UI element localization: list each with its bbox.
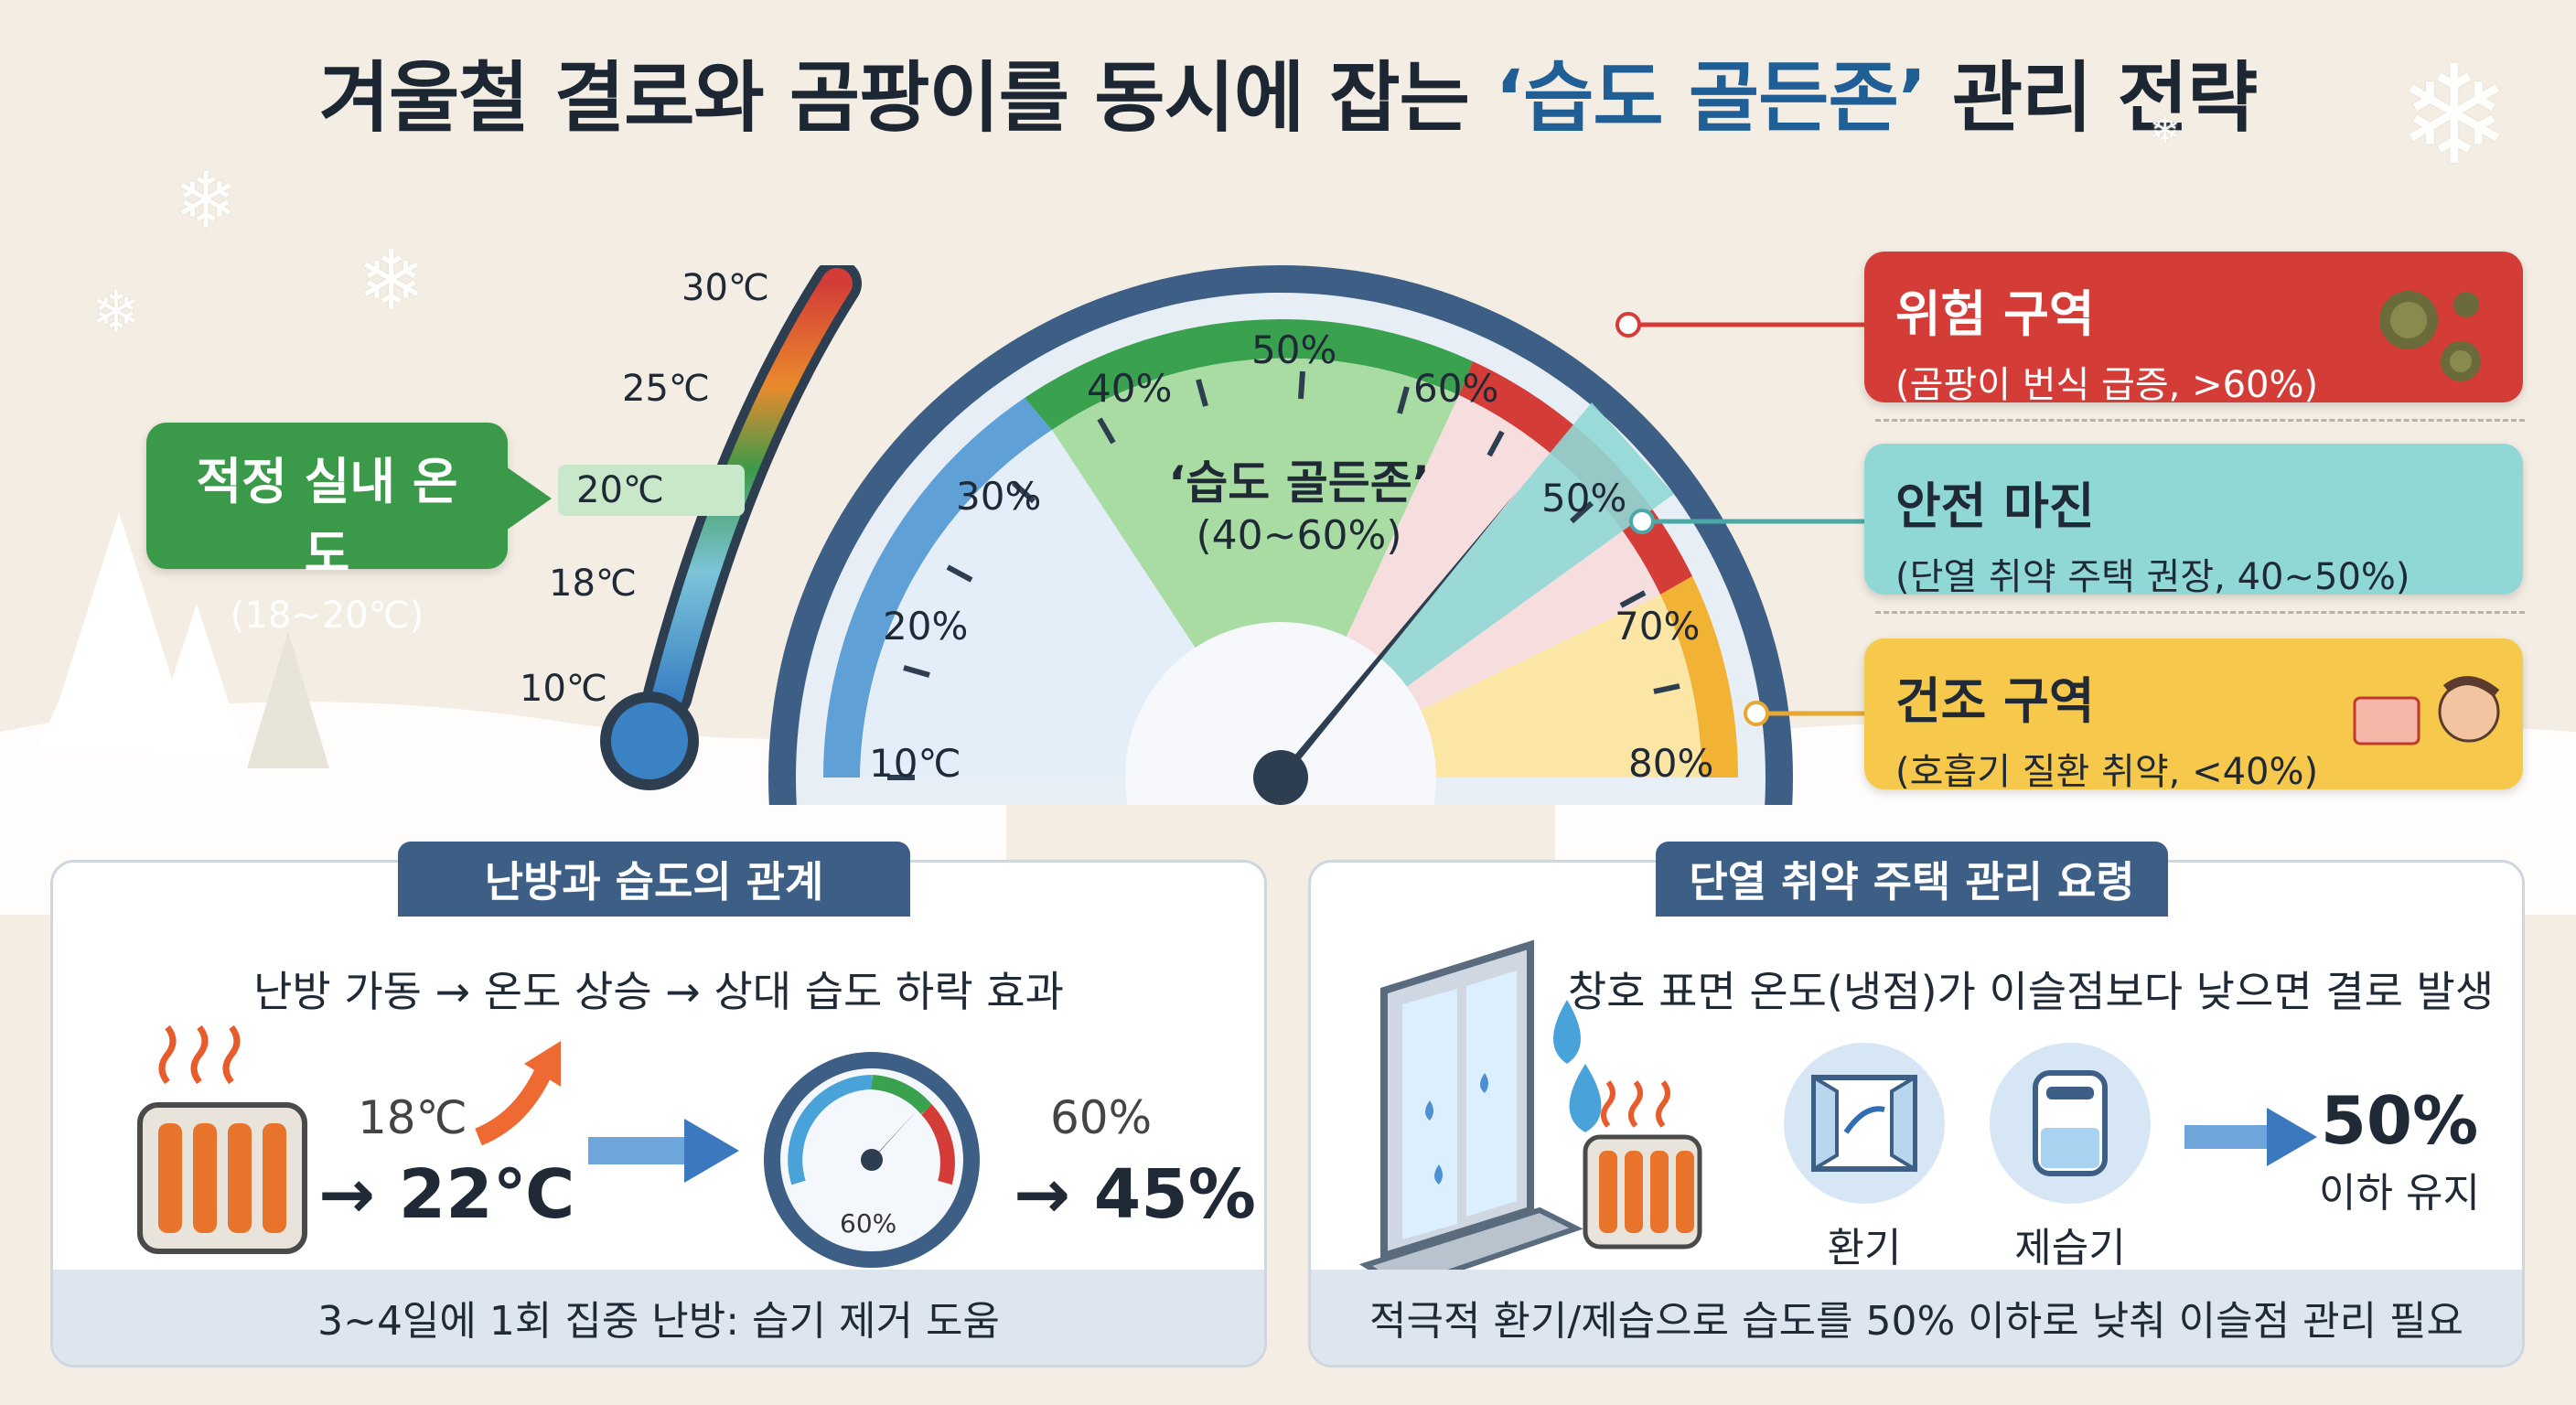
ventilation-label: 환기 [1827, 1225, 1902, 1271]
pine-tree-icon [37, 512, 329, 768]
dry-zone-callout: 건조 구역 (호흡기 질환 취약, <40%) [1864, 638, 2523, 793]
snowflake-icon: ❄ [2150, 110, 2181, 152]
danger-zone-title: 위험 구역 [1895, 285, 2095, 343]
callout-pointer [506, 467, 552, 531]
snowflake-icon: ❄ [357, 233, 426, 329]
thermo-tick-20: 20℃ [558, 465, 745, 516]
safe-margin-desc: (단열 취약 주택 권장, 40~50%) [1895, 556, 2410, 598]
optimal-temp-range: (18~20℃) [230, 595, 424, 637]
divider [1875, 419, 2525, 422]
gauge-label-70: 70% [1615, 604, 1701, 649]
mini-humidity-gauge [764, 1052, 980, 1268]
safe-margin-callout: 안전 마진 (단열 취약 주택 권장, 40~50%) [1864, 444, 2523, 598]
gauge-label-10: 10℃ [869, 741, 961, 786]
dehumidifier-icon [1990, 1043, 2151, 1204]
heating-humidity-panel: 난방 가동 → 온도 상승 → 상대 습도 하락 효과 18℃ → 22℃ 60… [50, 860, 1267, 1367]
insulation-subtitle: 창호 표면 온도(냉점)가 이슬점보다 낮으면 결로 발생 [1567, 967, 2495, 1016]
condensation-window-icon [1358, 939, 1583, 1292]
safe-margin-title: 안전 마진 [1895, 477, 2095, 535]
ventilation-icon [1784, 1043, 1945, 1204]
thermo-tick-18: 18℃ [549, 563, 637, 605]
insulation-panel: 창호 표면 온도(냉점)가 이슬점보다 낮으면 결로 발생 환기 [1308, 860, 2525, 1367]
danger-zone-callout: 위험 구역 (곰팡이 번식 급증, >60%) [1864, 252, 2523, 406]
divider [1875, 611, 2525, 614]
dry-zone-title: 건조 구역 [1895, 672, 2095, 730]
optimal-temp-callout: 적정 실내 온도 (18~20℃) [146, 423, 508, 637]
gauge-label-40: 40% [1087, 366, 1173, 411]
snowflake-icon: ❄ [91, 279, 141, 347]
gauge-label-safe-50: 50% [1541, 476, 1627, 520]
rising-arrow-icon [475, 1041, 561, 1146]
tab-insulation-tips: 단열 취약 주택 관리 요령 [1656, 842, 2168, 917]
humidity-from: 60% [1050, 1091, 1153, 1144]
golden-zone-title: ‘습도 골든존’ [1168, 456, 1430, 509]
mold-spore-icon [2379, 291, 2481, 381]
zone-connectors [1615, 312, 1866, 726]
humidity-gauge [768, 265, 1793, 805]
page-title: 겨울철 결로와 곰팡이를 동시에 잡는 ‘습도 골든존’ 관리 전략 [318, 53, 2259, 143]
gauge-label-30: 30% [956, 474, 1042, 519]
thermo-tick-25: 25℃ [622, 368, 710, 410]
insulation-footer: 적극적 환기/제습으로 습도를 50% 이하로 낮춰 이슬점 관리 필요 [1311, 1270, 2522, 1365]
thermo-tick-30: 30℃ [682, 267, 769, 309]
heating-subtitle: 난방 가동 → 온도 상승 → 상대 습도 하락 효과 [253, 967, 1064, 1016]
heater-icon [1583, 1080, 1702, 1249]
optimal-temp-title: 적정 실내 온도 [196, 453, 458, 583]
gauge-label-60: 60% [1413, 366, 1499, 411]
gauge-label-80: 80% [1628, 741, 1714, 786]
right-arrow-icon [588, 1119, 739, 1183]
gauge-label-50: 50% [1251, 327, 1337, 372]
thermo-tick-10: 10℃ [520, 668, 607, 710]
heating-footer: 3~4일에 1회 집중 난방: 습기 제거 도움 [53, 1270, 1264, 1365]
temp-to: → 22℃ [318, 1155, 575, 1234]
heater-icon [137, 1024, 307, 1254]
dehumidifier-label: 제습기 [2014, 1225, 2126, 1271]
snowflake-icon: ❄ [174, 156, 239, 245]
temp-from: 18℃ [358, 1091, 467, 1144]
dry-zone-desc: (호흡기 질환 취약, <40%) [1895, 751, 2319, 793]
humidity-to: → 45% [1014, 1155, 1256, 1234]
coughing-person-icon [2353, 676, 2500, 745]
target-humidity-value: 50% [2320, 1082, 2479, 1159]
danger-zone-desc: (곰팡이 번식 급증, >60%) [1895, 364, 2319, 406]
golden-zone-range: (40~60%) [1196, 512, 1402, 559]
mini-gauge-label: 60% [840, 1208, 897, 1239]
target-humidity-label: 이하 유지 [2319, 1170, 2480, 1217]
water-drop-icon [1553, 1000, 1602, 1132]
right-arrow-icon [2184, 1108, 2317, 1166]
snowflake-icon: ❄ [2397, 37, 2512, 196]
tab-heating-humidity: 난방과 습도의 관계 [398, 842, 910, 917]
gauge-label-20: 20% [883, 604, 969, 649]
